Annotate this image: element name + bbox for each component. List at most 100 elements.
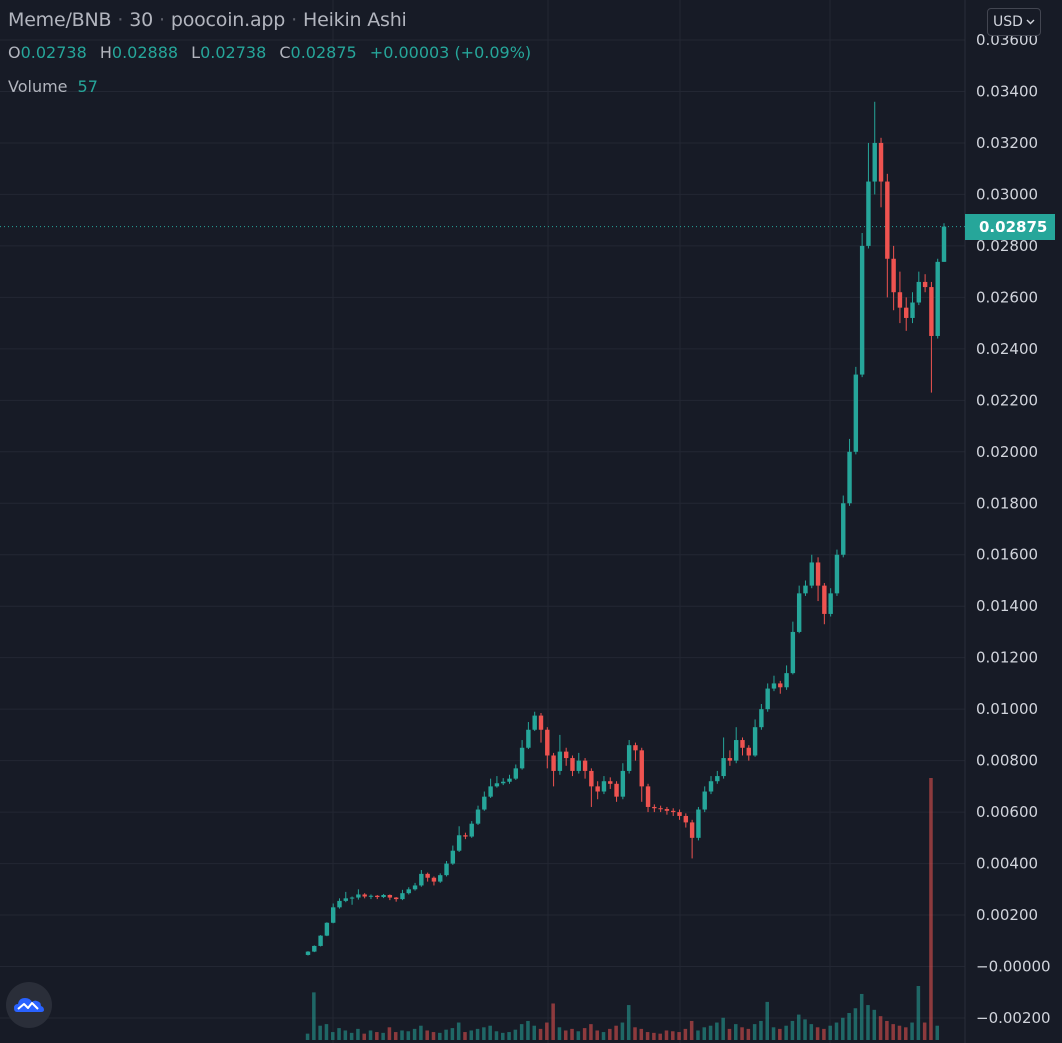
candle-body (841, 503, 846, 555)
candle-body (444, 863, 449, 876)
candle (841, 495, 846, 558)
candle-body (469, 823, 474, 837)
candle (438, 873, 443, 883)
volume-bar (601, 1032, 606, 1040)
candle (778, 680, 783, 694)
volume-bar (803, 1019, 807, 1040)
interval-label[interactable]: 30 (129, 9, 153, 31)
candle-body (570, 758, 575, 771)
candle-body (393, 897, 399, 900)
candle (727, 750, 733, 766)
volume-bar (582, 1028, 587, 1040)
candle (904, 297, 909, 331)
volume-bar (727, 1028, 732, 1040)
candle-body (853, 374, 859, 452)
y-tick-label: 0.00200 (976, 906, 1038, 924)
candle-body (545, 729, 550, 756)
close-label: C (279, 43, 291, 62)
volume-bar (375, 1032, 379, 1040)
candle-body (620, 770, 626, 797)
candle-body (733, 740, 739, 761)
y-tick-label: 0.03400 (976, 82, 1038, 100)
volume-bar (318, 1025, 322, 1040)
tradingview-logo-button[interactable] (6, 982, 52, 1028)
volume-bar (828, 1025, 832, 1040)
candle-body (828, 593, 833, 614)
volume-bar (796, 1014, 801, 1040)
volume-bar (866, 1005, 870, 1040)
candle-body (790, 631, 796, 674)
candle (482, 791, 487, 811)
candle-body (683, 815, 689, 823)
candle (771, 675, 777, 692)
candle-body (929, 287, 934, 336)
volume-bar (834, 1022, 839, 1040)
volume-bar (589, 1024, 593, 1040)
candle-body (708, 781, 714, 792)
currency-button[interactable]: USD (987, 8, 1041, 36)
candle-body (475, 809, 481, 824)
candle (859, 233, 865, 378)
candle (809, 554, 814, 589)
candle-body (740, 740, 745, 748)
y-tick-label: 0.01000 (976, 700, 1038, 718)
volume-bar (412, 1028, 417, 1040)
volume-bar (922, 1022, 927, 1040)
candle-body (639, 750, 644, 787)
volume-bar (689, 1020, 694, 1040)
candle (576, 752, 581, 774)
volume-bar (349, 1032, 354, 1040)
y-tick-label: 0.02800 (976, 237, 1038, 255)
candle-body (935, 261, 940, 336)
candle-body (349, 897, 355, 899)
candle-body (595, 786, 600, 792)
candle-body (582, 760, 588, 771)
candle (519, 740, 525, 770)
volume-bar (916, 986, 921, 1040)
candle (633, 742, 638, 761)
candle (784, 665, 789, 690)
volume-bar (740, 1027, 744, 1040)
candle (431, 876, 437, 886)
candle (400, 889, 405, 901)
candle-body (633, 745, 638, 751)
volume-bar (513, 1029, 518, 1040)
candle-body (343, 898, 348, 901)
candle-body (664, 809, 670, 811)
candle (444, 861, 449, 877)
candle-body (803, 585, 808, 594)
volume-bar (337, 1028, 341, 1040)
candle (828, 588, 833, 617)
open-value: 0.02738 (20, 43, 87, 62)
candle (595, 781, 600, 800)
candle-body (771, 683, 777, 689)
candle (702, 786, 707, 813)
candle (834, 549, 840, 596)
volume-bar (664, 1030, 669, 1040)
volume-bar (910, 1022, 914, 1040)
candle (469, 821, 474, 838)
candle-body (910, 302, 915, 318)
candle (759, 704, 764, 730)
candle-body (878, 142, 884, 182)
volume-bar (570, 1028, 574, 1040)
volume-bar (545, 1022, 549, 1040)
volume-bar (765, 1001, 770, 1040)
volume-bar (815, 1027, 820, 1040)
candle-body (608, 781, 613, 784)
candle (375, 894, 380, 900)
candle (910, 292, 915, 324)
candle-body (318, 935, 323, 946)
candle (916, 271, 922, 306)
candle (545, 727, 550, 769)
candle-body (904, 307, 909, 318)
candle-body (765, 688, 770, 710)
volume-label[interactable]: Volume (8, 77, 68, 96)
volume-bar (387, 1027, 392, 1040)
volume-bar (551, 1003, 555, 1040)
volume-bar (563, 1030, 568, 1040)
candle-body (652, 806, 657, 809)
candle (639, 747, 644, 802)
symbol-name[interactable]: Meme/BNB (8, 9, 112, 31)
